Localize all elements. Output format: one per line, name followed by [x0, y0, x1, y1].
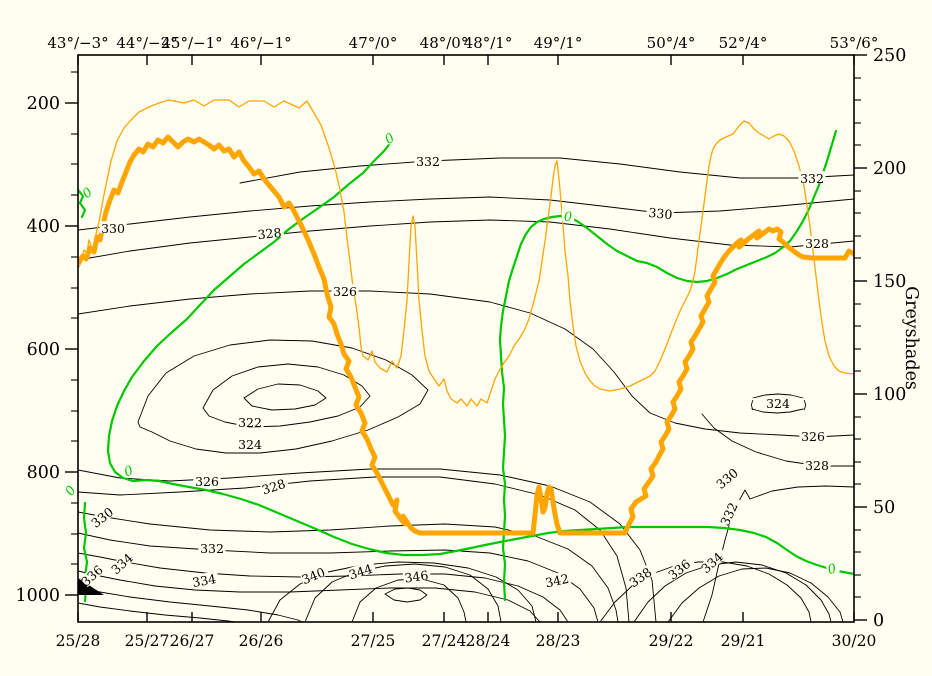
bottom-axis-label: 25/27: [125, 632, 170, 650]
top-axis-label: 52°/4°: [719, 34, 768, 52]
contour-label: 328: [260, 476, 287, 498]
contour-label: 328: [257, 225, 282, 242]
bottom-axis-label: 27/25: [351, 632, 396, 650]
contour-label: 326: [801, 429, 825, 444]
top-axis-label: 49°/1°: [534, 34, 583, 52]
bottom-axis-label: 27/24: [422, 632, 467, 650]
contour-label: 0: [826, 561, 838, 578]
contour-label: 332: [416, 154, 440, 169]
black-contour-lines: [78, 157, 854, 622]
bottom-axis-label: 25/28: [56, 632, 101, 650]
right-axis-label: 0: [873, 611, 884, 631]
left-axis-label: 600: [27, 340, 60, 360]
axes: [77, 54, 855, 623]
contour-label: 324: [766, 396, 790, 411]
right-axis-label: 250: [873, 46, 906, 66]
contour-label: 332: [800, 171, 824, 186]
contour-label: ⟨: [750, 399, 754, 412]
top-axis-label: 45°/−1°: [161, 34, 222, 52]
contour-label: 328: [805, 458, 829, 473]
contour-label: 326: [195, 474, 219, 489]
contour-label: 328: [805, 236, 829, 251]
right-axis-label: 200: [873, 159, 906, 179]
contour-label: ⟩: [803, 399, 807, 412]
right-axis: 250 200 150 100 50 0 Greyshades: [854, 46, 921, 631]
contour-label: 0: [564, 210, 572, 225]
contour-label: 326: [333, 284, 357, 299]
contour-label: 344: [347, 561, 374, 583]
top-axis-label: 47°/0°: [349, 34, 398, 52]
bottom-axis: 25/28 25/27 26/27 26/26 27/25 27/24 28/24 28/23…: [56, 612, 877, 650]
right-axis-label: 100: [873, 385, 906, 405]
contour-label: 324: [238, 437, 262, 452]
bottom-axis-label: 26/26: [239, 632, 284, 650]
contour-label: 346: [404, 567, 430, 585]
contour-label: 322: [238, 415, 262, 430]
orange-lines: [78, 99, 854, 536]
top-axis: 43°/−3° 44°/−2°45°/−1° 46°/−1° 47°/0° 48°/0°…: [47, 34, 878, 65]
contour-label: 330: [101, 221, 125, 236]
top-axis-label: 46°/−1°: [230, 34, 291, 52]
contour-label: 332: [200, 541, 224, 556]
left-axis-label: 1000: [15, 586, 60, 606]
bottom-axis-label: 28/24: [466, 632, 511, 650]
bottom-axis-label: 30/20: [832, 632, 877, 650]
bottom-axis-label: 29/21: [721, 632, 766, 650]
top-axis-label: 53°/6°: [830, 34, 879, 52]
left-axis-label: 200: [27, 94, 60, 114]
bottom-axis-label: 26/27: [170, 632, 215, 650]
top-axis-label: 43°/−3°: [47, 34, 108, 52]
top-axis-label: 48°/0°: [420, 34, 469, 52]
top-axis-label: 44°/−2°: [116, 34, 177, 52]
right-axis-title: Greyshades: [901, 286, 921, 390]
bottom-axis-label: 28/23: [536, 632, 581, 650]
right-axis-label: 150: [873, 272, 906, 292]
left-axis-label: 400: [27, 217, 60, 237]
top-axis-label: 50°/4°: [647, 34, 696, 52]
contour-labels: 3323323303303283283263263283303323223243…: [78, 154, 831, 590]
left-axis-label: 800: [27, 463, 60, 483]
contour-label: 342: [544, 571, 570, 591]
top-axis-label: 48°/1°: [464, 34, 513, 52]
contour-label: 330: [648, 205, 673, 222]
right-axis-label: 50: [873, 498, 895, 518]
bottom-axis-label: 29/22: [649, 632, 694, 650]
left-axis: 200 400 600 800 1000: [15, 71, 78, 606]
contour-label: 334: [191, 571, 217, 590]
